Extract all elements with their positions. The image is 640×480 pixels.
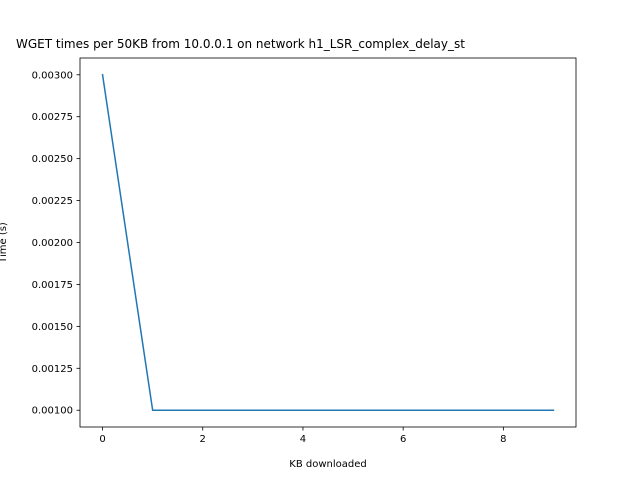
y-tick-label: 0.00250 [32, 154, 73, 165]
y-tick-label: 0.00200 [32, 238, 73, 249]
x-tick-label: 8 [500, 434, 506, 445]
series-line-0 [101, 73, 555, 411]
y-tick-label: 0.00175 [32, 280, 73, 291]
y-tick-label: 0.00300 [32, 70, 73, 81]
x-tick-label: 0 [99, 434, 105, 445]
y-tick-label: 0.00150 [32, 322, 73, 333]
y-tick-label: 0.00225 [32, 196, 73, 207]
x-tick-label: 4 [300, 434, 306, 445]
plot-area [101, 73, 555, 411]
y-axis-title: Time (s) [0, 222, 9, 264]
y-tick-label: 0.00275 [32, 112, 73, 123]
x-tick-label: 6 [400, 434, 406, 445]
chart-title: WGET times per 50KB from 10.0.0.1 on net… [16, 37, 465, 51]
x-axis-title: KB downloaded [289, 459, 366, 470]
y-tick-label: 0.00125 [32, 364, 73, 375]
y-tick-label: 0.00100 [32, 406, 73, 417]
x-tick-label: 2 [200, 434, 206, 445]
